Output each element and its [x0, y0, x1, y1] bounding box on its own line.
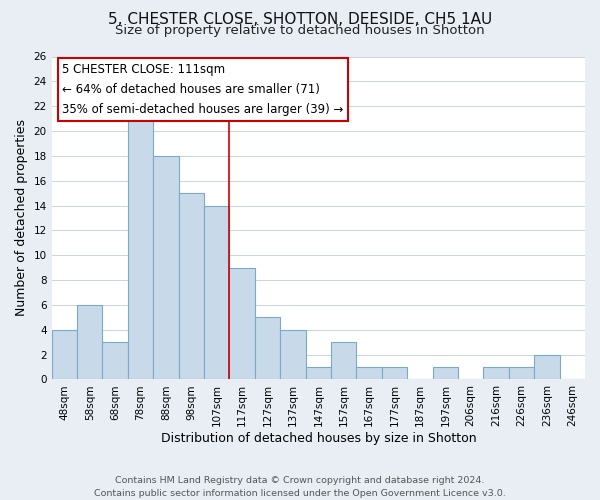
Bar: [229, 268, 255, 380]
Text: Contains HM Land Registry data © Crown copyright and database right 2024.
Contai: Contains HM Land Registry data © Crown c…: [94, 476, 506, 498]
Bar: [77, 305, 103, 380]
Bar: [204, 206, 229, 380]
Bar: [356, 367, 382, 380]
Text: 5 CHESTER CLOSE: 111sqm
← 64% of detached houses are smaller (71)
35% of semi-de: 5 CHESTER CLOSE: 111sqm ← 64% of detache…: [62, 63, 344, 116]
Bar: [280, 330, 305, 380]
X-axis label: Distribution of detached houses by size in Shotton: Distribution of detached houses by size …: [161, 432, 476, 445]
Text: Size of property relative to detached houses in Shotton: Size of property relative to detached ho…: [115, 24, 485, 37]
Bar: [305, 367, 331, 380]
Bar: [255, 318, 280, 380]
Bar: [179, 193, 204, 380]
Bar: [128, 106, 153, 380]
Bar: [484, 367, 509, 380]
Bar: [509, 367, 534, 380]
Bar: [433, 367, 458, 380]
Bar: [382, 367, 407, 380]
Bar: [52, 330, 77, 380]
Bar: [534, 354, 560, 380]
Bar: [331, 342, 356, 380]
Y-axis label: Number of detached properties: Number of detached properties: [15, 120, 28, 316]
Bar: [103, 342, 128, 380]
Bar: [153, 156, 179, 380]
Text: 5, CHESTER CLOSE, SHOTTON, DEESIDE, CH5 1AU: 5, CHESTER CLOSE, SHOTTON, DEESIDE, CH5 …: [108, 12, 492, 26]
